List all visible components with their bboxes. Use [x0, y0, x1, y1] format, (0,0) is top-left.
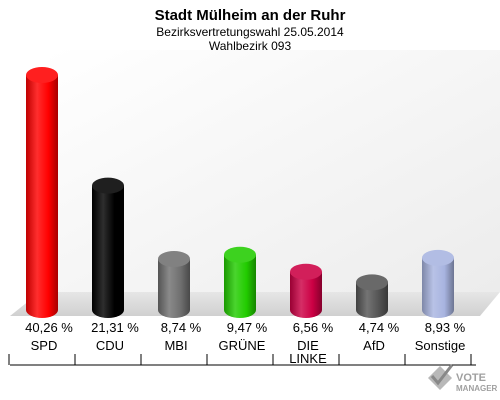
bar-cap	[26, 67, 58, 83]
bar-mbi	[158, 250, 190, 318]
logo-text-manager: MANAGER	[456, 384, 498, 393]
category-labels-group: SPD CDU MBI GRÜNE DIE LINKE AfD Sonstige	[31, 338, 466, 366]
value-label: 4,74 %	[359, 320, 400, 335]
value-labels-group: 40,26 % 21,31 % 8,74 % 9,47 % 6,56 % 4,74 % 8,…	[25, 320, 466, 335]
bar-body	[356, 282, 388, 318]
value-label: 8,93 %	[425, 320, 466, 335]
bar-cap	[92, 177, 124, 194]
category-label: GRÜNE	[219, 338, 266, 353]
ballot-check-icon	[428, 364, 454, 390]
value-label: 40,26 %	[25, 320, 73, 335]
bar-afd	[356, 274, 388, 318]
bar-cap	[158, 250, 190, 267]
chart-subtitle-election: Bezirksvertretungswahl 25.05.2014	[156, 25, 344, 39]
category-label: CDU	[96, 338, 124, 353]
bar-grüne	[224, 246, 256, 318]
bar-sonstige	[422, 249, 454, 318]
bar-body	[26, 75, 58, 318]
chart-title: Stadt Mülheim an der Ruhr	[155, 7, 346, 24]
bar-cap	[224, 246, 256, 263]
category-label: AfD	[363, 338, 385, 353]
logo-text-vote: VOTE	[456, 372, 486, 384]
bar-body	[158, 258, 190, 318]
chart-wall	[50, 50, 500, 292]
category-axis	[8, 354, 476, 366]
bar-body	[290, 271, 322, 318]
bar-cap	[356, 274, 388, 291]
value-label: 6,56 %	[293, 320, 334, 335]
bar-die-linke	[290, 263, 322, 318]
bar-cdu	[92, 177, 124, 318]
bar-body	[92, 185, 124, 318]
value-label: 9,47 %	[227, 320, 268, 335]
bar-cap	[422, 249, 454, 266]
category-label: Sonstige	[415, 338, 466, 353]
bars-group	[26, 67, 454, 318]
value-label: 8,74 %	[161, 320, 202, 335]
vote-manager-logo: VOTE MANAGER	[428, 364, 498, 393]
bar-body	[422, 257, 454, 318]
bar-body	[224, 254, 256, 318]
category-label: MBI	[164, 338, 187, 353]
chart-subtitle-district: Wahlbezirk 093	[209, 39, 292, 53]
category-label: SPD	[31, 338, 58, 353]
value-label: 21,31 %	[91, 320, 139, 335]
bar-cap	[290, 263, 322, 280]
bar-spd	[26, 67, 58, 318]
category-label: DIE LINKE	[289, 338, 327, 366]
